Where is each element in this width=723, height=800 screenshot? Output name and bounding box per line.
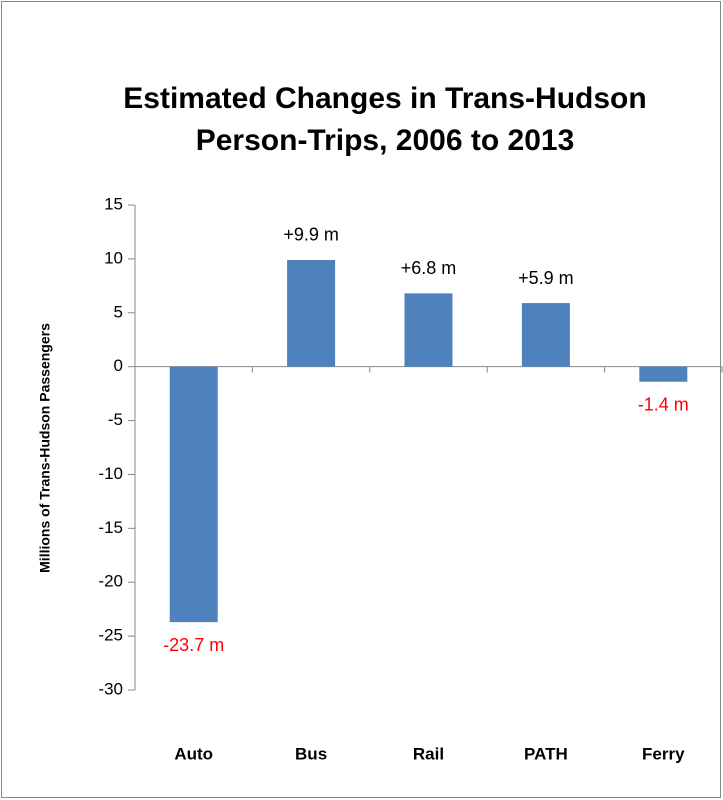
y-tick-label: -20 xyxy=(98,572,123,591)
bar xyxy=(404,293,453,367)
bar xyxy=(639,366,688,382)
bar xyxy=(169,366,218,623)
data-label: +6.8 m xyxy=(401,258,457,278)
x-tick-label: Rail xyxy=(413,744,444,763)
y-tick-label: -30 xyxy=(98,679,123,698)
data-label: +9.9 m xyxy=(283,225,339,245)
y-axis-label: Millions of Trans-Hudson Passengers xyxy=(37,323,53,573)
data-label: +5.9 m xyxy=(518,268,574,288)
y-tick-label: -15 xyxy=(98,518,123,537)
y-tick-label: -10 xyxy=(98,464,123,483)
y-tick-label: 0 xyxy=(114,356,123,375)
y-tick-label: 15 xyxy=(104,194,123,213)
y-tick-label: -25 xyxy=(98,626,123,645)
bar xyxy=(287,259,336,367)
bar xyxy=(521,303,570,367)
y-tick-label: -5 xyxy=(108,410,123,429)
data-label: -1.4 m xyxy=(638,395,689,415)
y-tick-label: 10 xyxy=(104,248,123,267)
x-tick-label: Ferry xyxy=(642,744,685,763)
x-tick-label: Bus xyxy=(295,744,327,763)
chart-title: Person-Trips, 2006 to 2013 xyxy=(196,124,575,157)
data-label: -23.7 m xyxy=(163,635,224,655)
x-tick-label: PATH xyxy=(524,744,568,763)
chart-title: Estimated Changes in Trans-Hudson xyxy=(123,82,646,115)
y-tick-label: 5 xyxy=(114,302,123,321)
x-tick-label: Auto xyxy=(174,744,213,763)
